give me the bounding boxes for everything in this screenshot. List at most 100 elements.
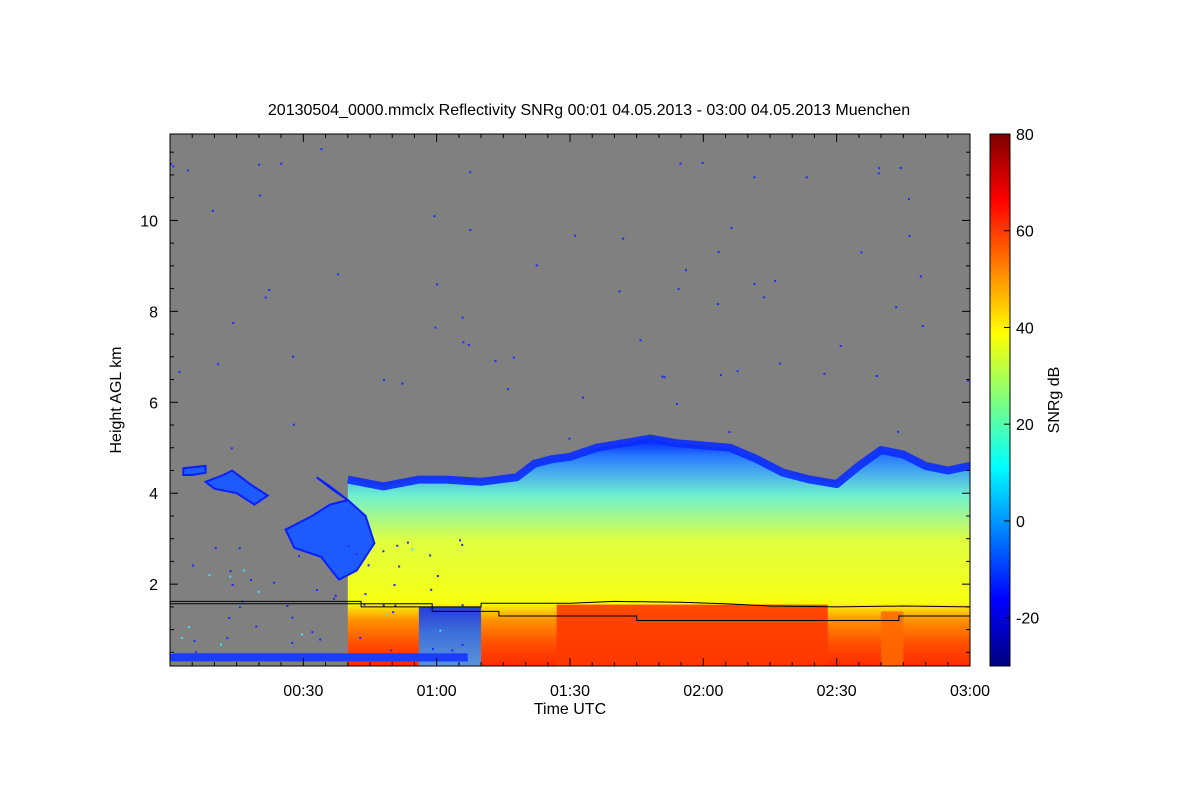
noise-speckle: [214, 547, 217, 550]
noise-speckle: [908, 234, 911, 237]
noise-speckle: [255, 625, 258, 628]
noise-speckle: [393, 584, 396, 586]
noise-speckle: [875, 375, 878, 377]
noise-speckle: [280, 162, 283, 165]
noise-speckle: [899, 166, 902, 169]
noise-speckle: [897, 430, 900, 433]
echo-patch-2: [203, 469, 270, 506]
noise-speckle: [250, 578, 252, 581]
noise-speckle: [717, 251, 720, 254]
colorbar-gradient: [989, 133, 1011, 667]
noise-speckle: [186, 169, 189, 172]
plot-area: 00:30 01:00 01:30 02:00 02:30 03:00 2 4 6 8 10: [140, 133, 990, 700]
x-tick-label: 02:30: [817, 683, 857, 700]
noise-speckle: [192, 564, 195, 567]
noise-speckle: [229, 575, 232, 578]
noise-speckle: [238, 547, 241, 550]
noise-speckle: [679, 162, 682, 165]
noise-speckle: [717, 303, 720, 306]
noise-speckle: [367, 564, 370, 567]
colorbar-label: SNRg dB: [1046, 367, 1063, 434]
noise-speckle: [292, 355, 295, 358]
noise-speckle: [258, 194, 261, 197]
noise-speckle: [291, 616, 294, 619]
noise-speckle: [298, 555, 301, 558]
noise-speckle: [211, 209, 214, 212]
noise-speckle: [462, 341, 465, 344]
noise-speckle: [216, 363, 219, 366]
noise-speckle: [286, 605, 289, 607]
noise-speckle: [720, 374, 722, 377]
echo-top-fringe: [347, 434, 970, 491]
x-tick-label: 01:30: [550, 683, 590, 700]
noise-speckle: [512, 356, 515, 359]
noise-speckle: [229, 570, 232, 573]
noise-speckle: [461, 543, 464, 546]
ground-clutter-band: [170, 653, 468, 662]
noise-speckle: [411, 548, 414, 551]
noise-speckle: [258, 163, 261, 166]
noise-speckle: [622, 237, 625, 240]
noise-speckle: [230, 447, 233, 450]
x-axis-label: Time UTC: [534, 701, 606, 718]
noise-speckle: [762, 296, 765, 299]
colorbar-tick-label: 40: [1016, 320, 1034, 337]
noise-speckle: [685, 269, 687, 272]
noise-speckle: [193, 640, 196, 643]
noise-speckle: [231, 583, 234, 586]
echo-intense-core: [556, 604, 828, 666]
noise-speckle: [238, 606, 241, 609]
noise-speckle: [730, 227, 733, 229]
noise-speckle: [291, 642, 294, 644]
noise-speckle: [392, 611, 395, 614]
noise-speckle: [677, 288, 680, 291]
noise-speckle: [701, 161, 704, 164]
noise-speckle: [778, 362, 781, 365]
noise-speckle: [581, 396, 584, 399]
noise-speckle: [208, 574, 211, 577]
noise-speckle: [383, 378, 385, 381]
noise-speckle: [401, 382, 404, 385]
noise-speckle: [170, 163, 172, 165]
x-tick-label: 01:00: [417, 683, 457, 700]
noise-speckle: [385, 614, 388, 617]
colorbar-tick-label: 0: [1016, 514, 1025, 531]
noise-speckle: [823, 372, 826, 375]
noise-speckle: [315, 589, 318, 591]
noise-speckle: [406, 541, 409, 544]
y-tick-label: 10: [140, 213, 158, 230]
noise-speckle: [907, 198, 910, 201]
noise-speckle: [273, 581, 276, 584]
noise-speckle: [877, 172, 880, 175]
noise-speckle: [839, 345, 842, 347]
noise-speckle: [675, 403, 678, 406]
noise-speckle: [535, 264, 538, 267]
noise-speckle: [728, 431, 731, 434]
noise-speckle: [878, 167, 881, 170]
noise-speckle: [461, 643, 464, 646]
noise-speckle: [439, 629, 442, 632]
noise-speckle: [574, 234, 576, 237]
noise-speckle: [320, 148, 323, 151]
y-tick-label: 2: [149, 577, 158, 594]
noise-speckle: [301, 633, 303, 636]
noise-speckle: [860, 251, 863, 254]
reflectivity-field: [170, 148, 970, 666]
noise-speckle: [194, 651, 197, 654]
colorbar-tick-label: 60: [1016, 224, 1034, 241]
x-axis: 00:30 01:00 01:30 02:00 02:30 03:00: [169, 134, 990, 700]
noise-speckle: [736, 370, 739, 373]
noise-speckle: [232, 322, 235, 324]
chart-title: 20130504_0000.mmclx Reflectivity SNRg 00…: [268, 102, 910, 119]
noise-speckle: [172, 165, 175, 168]
noise-speckle: [618, 290, 621, 293]
noise-speckle: [398, 565, 401, 568]
noise-speckle: [220, 643, 222, 646]
y-axis-label: Height AGL km: [108, 346, 125, 453]
y-tick-label: 6: [149, 395, 158, 412]
noise-speckle: [451, 649, 454, 652]
noise-speckle: [967, 379, 969, 382]
noise-speckle: [311, 631, 314, 634]
noise-speckle: [337, 273, 340, 276]
